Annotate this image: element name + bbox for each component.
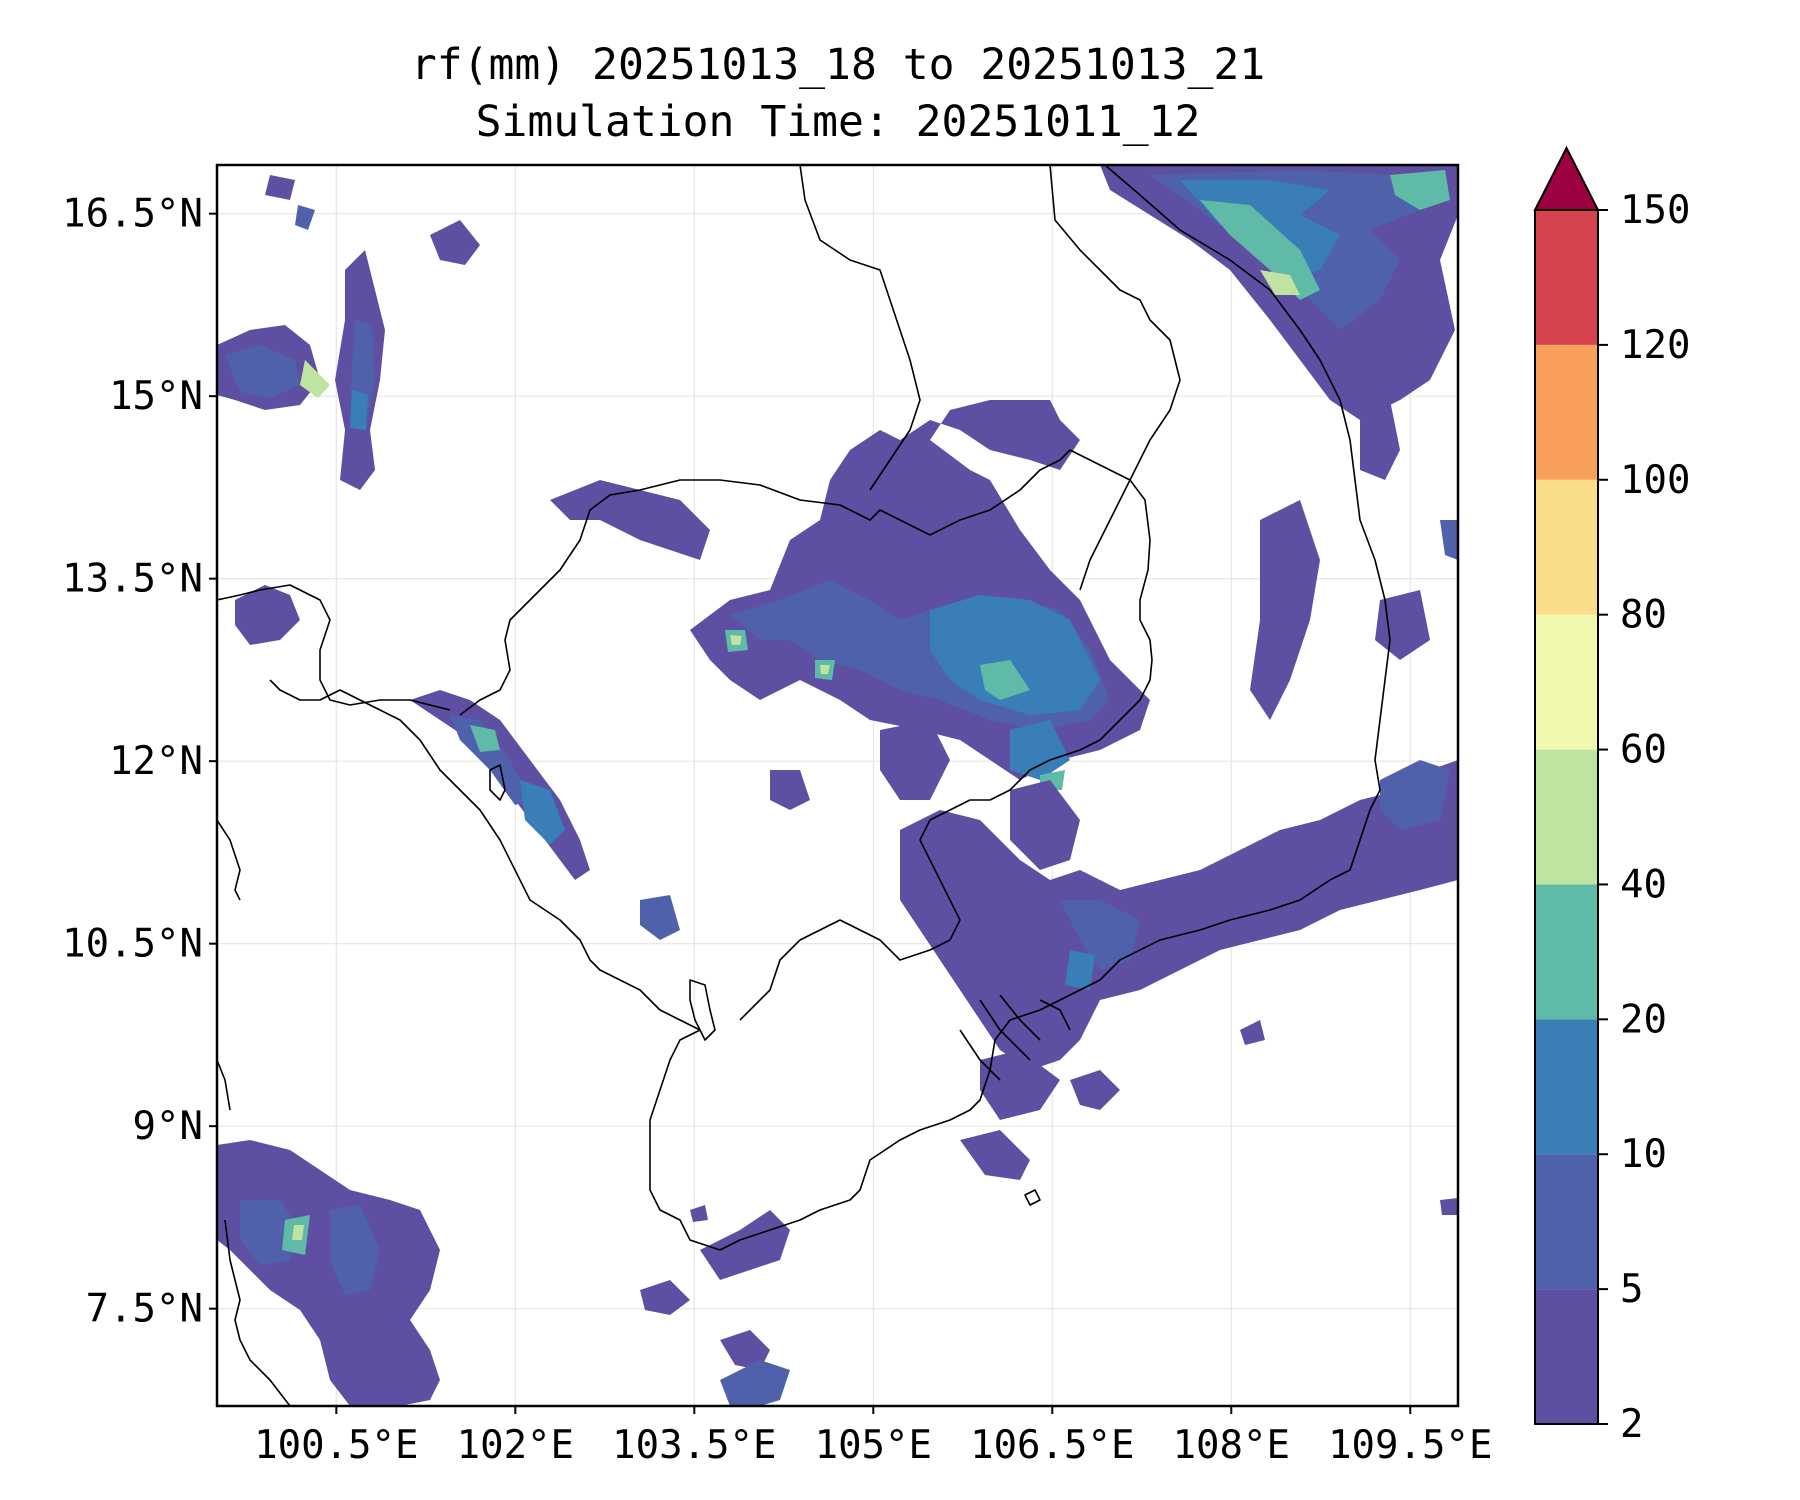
- colorbar-bin: [1535, 479, 1598, 615]
- coastline-gulf-west: [217, 819, 241, 1111]
- colorbar-bin: [1535, 344, 1598, 480]
- colorbar-frame: [1534, 209, 1599, 1425]
- rain-area-thailand-northwest: [217, 175, 480, 645]
- colorbar-tick-label: 20: [1620, 997, 1667, 1042]
- colorbar-tick-label: 60: [1620, 728, 1667, 773]
- map-panel: 100.5°E 102°E 103.5°E 105°E 106.5°E 108°E 109.…: [62, 163, 1492, 1468]
- coastlines-and-borders: [217, 165, 1391, 1406]
- rain-area-southern-vietnam: [900, 760, 1458, 1180]
- chart-title-line1: rf(mm) 20251013_18 to 20251013_21: [411, 40, 1265, 90]
- coastline-thai-peninsula: [224, 1219, 291, 1406]
- map-background: [217, 165, 1458, 1406]
- colorbar: 2 5 10 20 40 60 80 100 120 150: [1533, 145, 1690, 1447]
- x-tick-label: 105°E: [815, 1423, 932, 1468]
- border-cambodia-vietnam: [739, 479, 1153, 1021]
- x-tick-label: 100.5°E: [254, 1423, 418, 1468]
- colorbar-bin: [1535, 1019, 1598, 1155]
- island-con-dao: [1024, 1189, 1041, 1206]
- colorbar-tick-label: 10: [1620, 1132, 1667, 1177]
- border-thailand-cambodia: [459, 479, 931, 716]
- rain-area-cambodia-coast: [410, 690, 680, 940]
- y-tick-label: 9°N: [133, 1104, 203, 1149]
- y-tick-label: 13.5°N: [62, 557, 203, 602]
- island-koh-kong: [489, 764, 506, 801]
- border-thailand-laos-north: [217, 584, 451, 711]
- x-tick-label: 102°E: [457, 1423, 574, 1468]
- chart-title-line2: Simulation Time: 20251011_12: [476, 97, 1201, 147]
- y-tick-label: 7.5°N: [86, 1287, 203, 1332]
- colorbar-tick-label: 80: [1620, 593, 1667, 638]
- colorbar-tick-label: 120: [1620, 323, 1690, 368]
- colorbar-bin: [1535, 1154, 1598, 1290]
- colorbar-bin: [1535, 884, 1598, 1020]
- x-tick-label: 103.5°E: [612, 1423, 776, 1468]
- y-axis-ticks: 16.5°N 15°N 13.5°N 12°N 10.5°N 9°N 7.5°N: [62, 192, 217, 1332]
- x-axis-ticks: 100.5°E 102°E 103.5°E 105°E 106.5°E 108°E 109.…: [254, 1406, 1492, 1468]
- rain-area-gulf-southwest: [217, 1140, 440, 1406]
- colorbar-tick-label: 5: [1620, 1267, 1643, 1312]
- y-tick-label: 12°N: [109, 739, 203, 784]
- coastline-vietnam-east: [719, 165, 1391, 1251]
- border-laos-cambodia: [929, 449, 1131, 536]
- colorbar-tick-label: 100: [1620, 458, 1690, 503]
- y-tick-label: 16.5°N: [62, 192, 203, 237]
- colorbar-extend-triangle: [1533, 145, 1600, 211]
- x-tick-label: 109.5°E: [1328, 1423, 1492, 1468]
- y-tick-label: 10.5°N: [62, 922, 203, 967]
- rain-area-northeast-coast: [1100, 165, 1458, 720]
- colorbar-tick-label: 2: [1620, 1402, 1643, 1447]
- colorbar-bin: [1535, 614, 1598, 750]
- border-thailand-laos: [799, 165, 921, 491]
- coastline-gulf-thailand: [269, 679, 721, 1251]
- rain-area-gulf-scattered: [640, 1198, 1458, 1406]
- colorbar-bin: [1535, 749, 1598, 885]
- mekong-delta-channels: [959, 994, 1071, 1081]
- rain-area-cambodia-central: [550, 400, 1150, 870]
- border-laos-vietnam: [1049, 165, 1181, 591]
- map-frame: [215, 163, 1460, 1408]
- colorbar-bin: [1535, 1289, 1598, 1424]
- x-tick-label: 108°E: [1173, 1423, 1290, 1468]
- rainfall-contours: [217, 165, 1458, 1406]
- colorbar-tick-label: 150: [1620, 188, 1690, 233]
- y-tick-label: 15°N: [109, 374, 203, 419]
- island-phu-quoc: [689, 979, 716, 1041]
- colorbar-tick-label: 40: [1620, 862, 1667, 907]
- x-tick-label: 106.5°E: [970, 1423, 1134, 1468]
- colorbar-bin: [1535, 210, 1598, 345]
